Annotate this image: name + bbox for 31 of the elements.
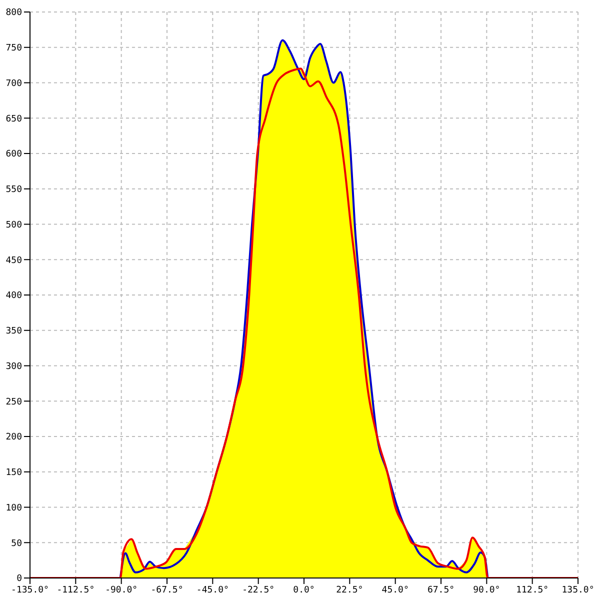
y-tick-label: 550 [6,185,22,196]
y-tick-label: 800 [6,8,22,18]
x-tick-label: -67.5° [150,585,184,596]
x-tick-label: -45.0° [196,585,229,596]
y-tick-label: 50 [11,538,22,549]
x-tick-label: 135.0° [562,585,594,596]
y-tick-label: 600 [6,150,22,160]
x-tick-label: -135.0° [11,585,49,596]
y-tick-label: 150 [6,468,22,478]
x-tick-label: 0.0° [293,585,315,596]
y-tick-label: 700 [6,78,22,89]
y-tick-label: 750 [6,44,22,54]
y-tick-label: 250 [6,397,22,408]
x-tick-label: 90.0° [473,585,500,596]
y-tick-label: 400 [6,291,22,302]
x-tick-label: -22.5° [242,585,275,596]
x-tick-label: 67.5° [427,585,455,596]
x-tick-label: -90.0° [105,585,138,596]
y-tick-label: 0 [16,574,22,584]
y-tick-label: 200 [6,432,22,443]
y-tick-label: 650 [6,114,22,124]
y-tick-label: 300 [6,362,22,372]
y-tick-label: 350 [6,326,22,337]
y-tick-label: 450 [6,256,22,266]
x-tick-label: 45.0° [382,585,409,596]
x-tick-label: 112.5° [516,585,549,596]
x-tick-label: -112.5° [56,585,95,596]
line-series [119,39,489,578]
y-tick-label: 100 [6,503,22,514]
x-tick-label: 22.5° [336,585,364,596]
y-tick-label: 500 [6,220,22,230]
